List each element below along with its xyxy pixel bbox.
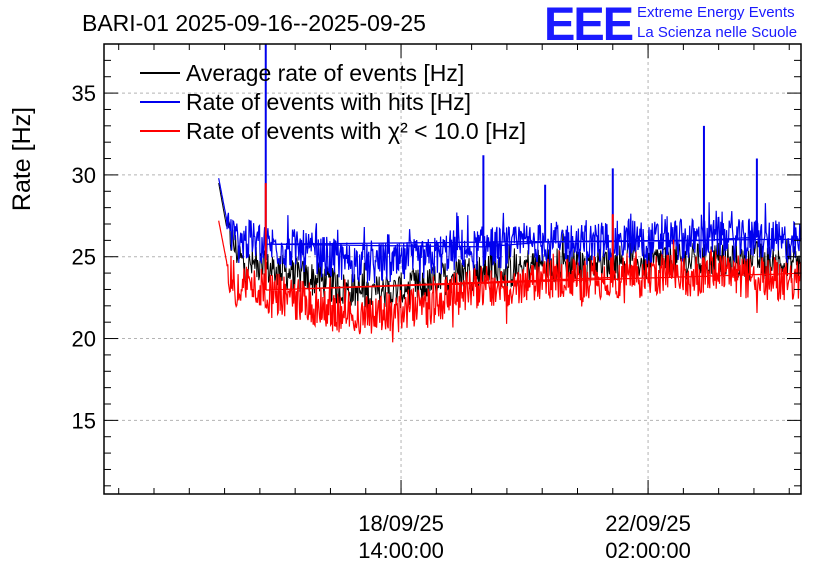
y-tick-label: 25 [72,245,96,270]
y-tick-label: 35 [72,81,96,106]
chart-title: BARI-01 2025-09-16--2025-09-25 [82,10,426,36]
y-tick-label: 30 [72,163,96,188]
series-line-1 [218,178,802,284]
legend-label-0: Average rate of events [Hz] [186,60,464,86]
series-line-2 [218,220,802,343]
x-tick-time-label: 02:00:00 [605,538,691,563]
logo-subtitle-line2: La Scienza nelle Scuole [637,24,798,41]
plot-frame [103,43,802,495]
legend-label-1: Rate of events with hits [Hz] [186,89,471,115]
legend-label-2: Rate of events with χ² < 10.0 [Hz] [186,118,526,144]
logo-subtitle-line1: Extreme Energy Events [637,4,795,21]
eee-logo: EEE [544,0,634,50]
x-tick-time-label: 14:00:00 [358,538,444,563]
y-axis-label: Rate [Hz] [8,107,36,211]
y-tick-label: 20 [72,327,96,352]
x-tick-date-label: 22/09/25 [605,511,691,536]
y-tick-label: 15 [72,408,96,433]
x-tick-date-label: 18/09/25 [358,511,444,536]
legend: Average rate of events [Hz] Rate of event… [140,60,526,144]
series-layer [218,44,802,343]
